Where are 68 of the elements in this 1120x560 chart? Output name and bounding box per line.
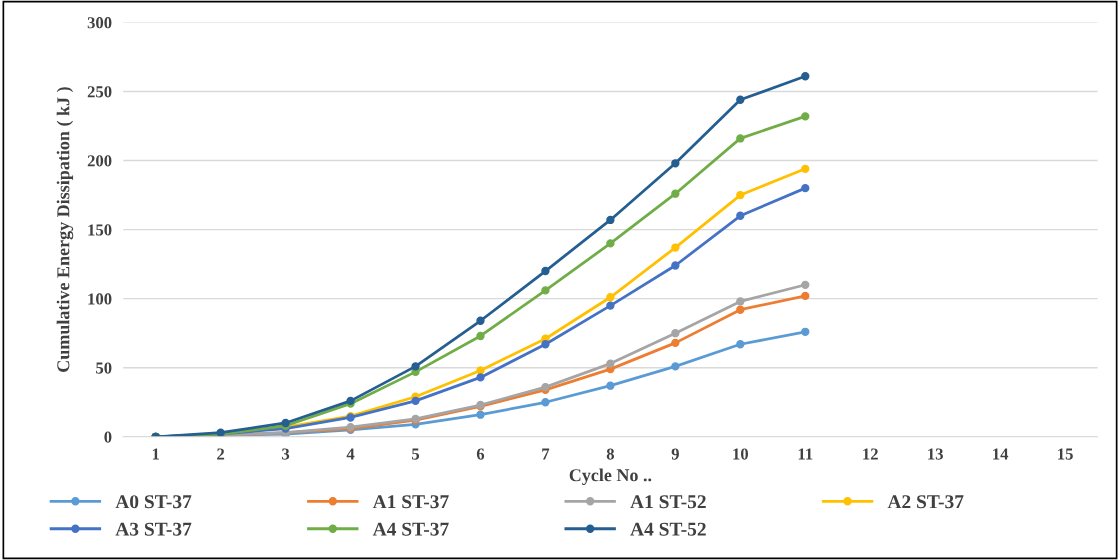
x-tick-label: 9 [671,448,679,460]
point [801,72,810,81]
point [801,291,810,301]
point [411,362,420,371]
y-tick-label: 300 [87,17,112,29]
point [736,95,745,104]
y-axis-title: Cumulative Energy Dissipation ( kJ ) [56,87,74,372]
point [606,381,615,390]
point [801,112,810,121]
point [736,305,745,314]
point [671,329,680,338]
x-tick-label: 12 [863,448,878,460]
point [801,183,810,193]
point [541,286,550,295]
x-tick-label: 14 [993,448,1009,460]
point [671,338,680,348]
point [801,280,810,290]
point [736,297,745,306]
point [541,340,550,349]
x-tick-label: 10 [733,448,749,460]
legend-label: A2 ST-37 [887,495,964,509]
point [541,398,550,407]
y-tick-label: 50 [96,362,112,374]
point [606,215,615,225]
legend-label: A3 ST-37 [115,522,192,536]
point [736,134,745,143]
legend-label: A4 ST-37 [372,522,449,536]
legend-label: A1 ST-52 [630,495,706,509]
point [736,211,745,220]
y-tick-label: 200 [87,155,112,167]
point [671,189,680,198]
point [476,331,485,341]
point [801,327,810,336]
x-axis-title: Cycle No .. [569,468,652,486]
legend-label: A0 ST-37 [115,495,192,509]
x-tick-label: 4 [346,448,355,460]
y-tick-label: 100 [88,293,112,305]
x-tick-label: 3 [282,448,290,460]
y-tick-label: 250 [87,86,112,98]
x-tick-label: 8 [606,448,615,460]
point [411,396,420,406]
legend-label: A1 ST-37 [372,495,449,509]
x-tick-label: 11 [798,448,813,460]
point [606,239,615,248]
x-tick-label: 7 [542,448,550,460]
point [541,266,550,276]
x-tick-label: 1 [152,448,159,460]
point [476,316,485,325]
point [736,340,745,349]
x-tick-label: 2 [217,448,225,460]
point [606,301,615,310]
x-tick-label: 5 [412,448,420,460]
point [606,359,615,368]
point [476,410,485,419]
x-tick-label: 13 [928,448,943,460]
x-tick-label: 15 [1058,448,1073,460]
y-tick-label: 150 [88,224,112,236]
legend-label: A4 ST-52 [630,522,706,536]
point [606,293,615,302]
point [671,159,680,168]
point [736,190,745,200]
point [671,261,680,270]
x-tick-label: 6 [476,448,485,460]
point [476,373,485,382]
point [671,243,680,252]
point [801,164,810,173]
y-tick-label: 0 [104,431,112,443]
point [671,362,680,371]
